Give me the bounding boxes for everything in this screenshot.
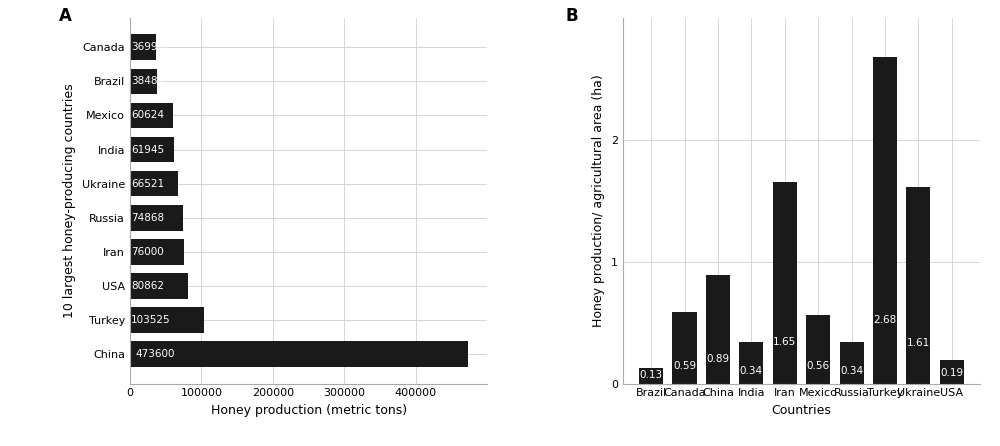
Bar [806,315,830,384]
Text: 76000: 76000 [131,247,164,257]
Text: 473600: 473600 [135,349,175,359]
Bar [739,342,763,384]
Text: A: A [59,7,71,25]
Bar [940,360,964,384]
Text: 61945: 61945 [131,145,164,155]
Bar [130,34,156,60]
X-axis label: Honey production (metric tons): Honey production (metric tons) [211,404,407,417]
Bar [906,187,930,384]
Text: 0.56: 0.56 [807,361,830,371]
Bar [639,368,663,384]
Bar [773,182,797,384]
Bar [873,57,897,384]
Bar [840,342,864,384]
Bar [130,69,157,94]
Text: 2.68: 2.68 [873,315,897,325]
Bar [672,312,697,384]
Text: 0.59: 0.59 [673,361,696,371]
Bar [130,205,183,231]
Text: B: B [566,7,578,25]
Text: 66521: 66521 [131,179,164,189]
Text: 1.61: 1.61 [907,338,930,348]
Bar [130,103,173,128]
Text: 1.65: 1.65 [773,337,796,347]
Text: 0.34: 0.34 [840,366,863,376]
Text: 80862: 80862 [131,281,164,291]
X-axis label: Countries: Countries [771,404,831,417]
Text: 103525: 103525 [131,315,171,325]
Bar [130,137,174,162]
Text: 60624: 60624 [131,111,164,120]
Text: 74868: 74868 [131,213,164,223]
Bar [706,275,730,384]
Text: 0.89: 0.89 [706,354,729,364]
Bar [130,341,468,367]
Text: 36993: 36993 [131,42,164,52]
Bar [130,307,204,333]
Bar [130,171,178,196]
Text: 0.34: 0.34 [740,366,763,376]
Text: 0.19: 0.19 [940,368,963,378]
Bar [130,239,184,264]
Text: 38481: 38481 [131,76,164,87]
Y-axis label: Honey production/ agricultural area (ha): Honey production/ agricultural area (ha) [592,74,605,327]
Text: 0.13: 0.13 [640,370,663,380]
Y-axis label: 10 largest honey-producing countries: 10 largest honey-producing countries [63,83,76,318]
Bar [130,273,188,299]
